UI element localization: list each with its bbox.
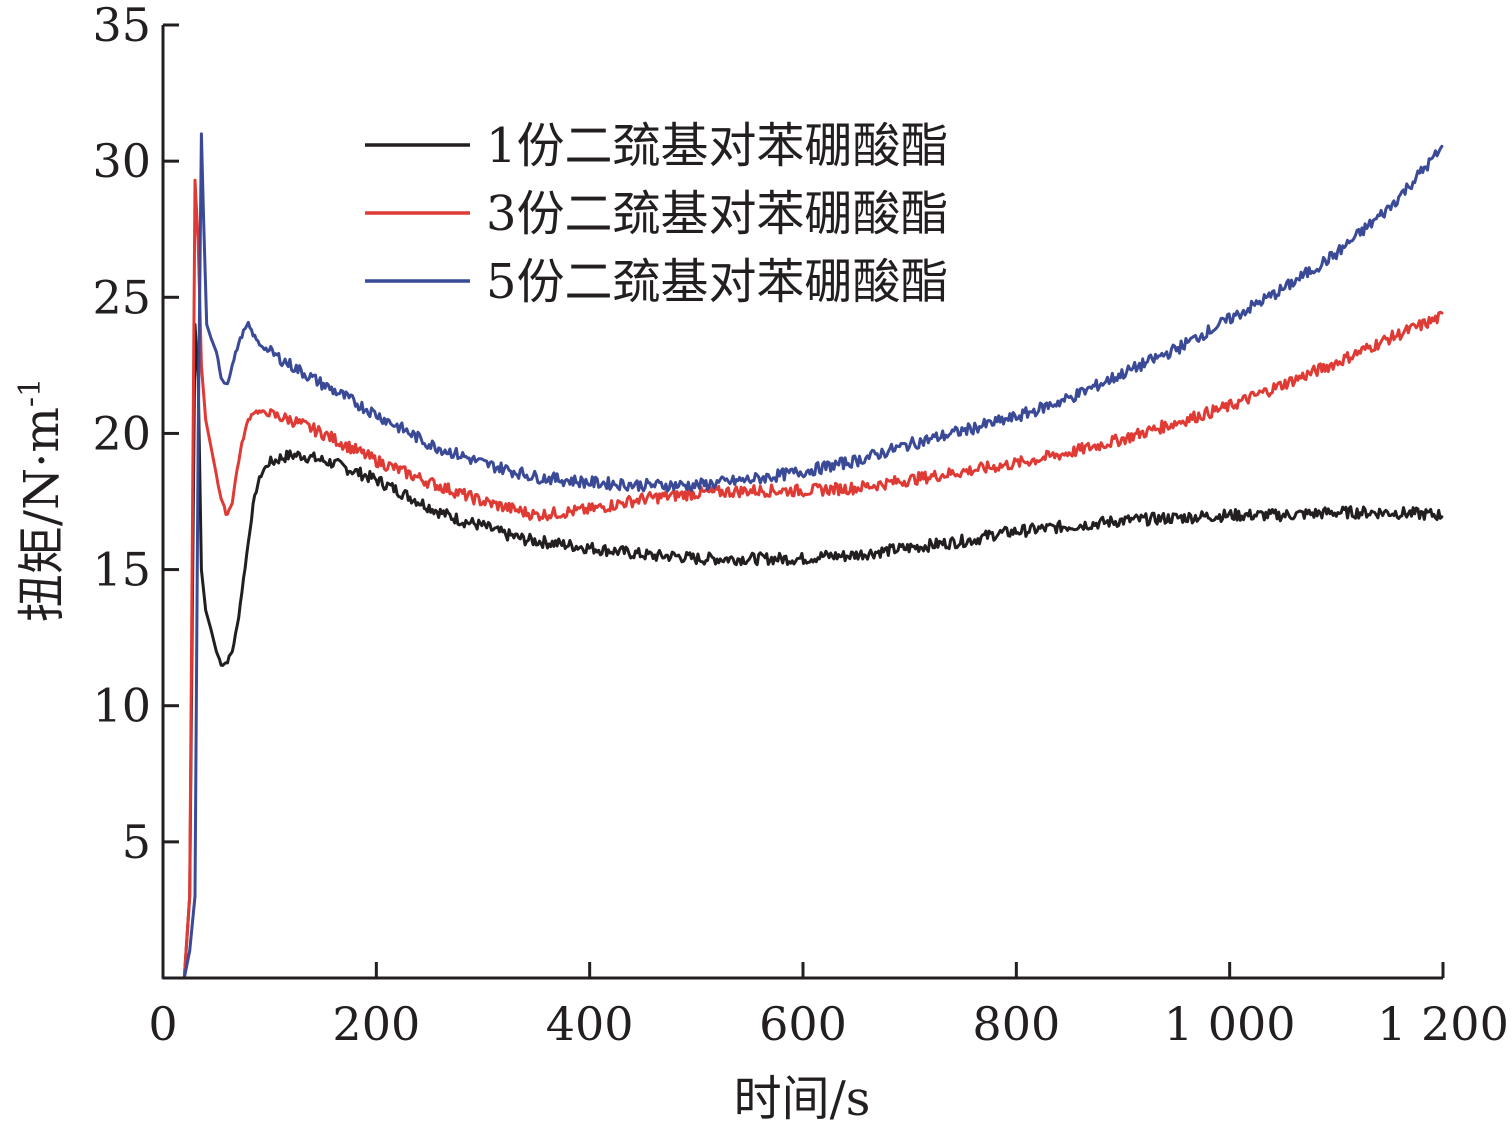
y-tick-label: 5 (122, 815, 151, 869)
svg-text:扭矩/N·m-1: 扭矩/N·m-1 (13, 378, 70, 622)
x-tick-label: 0 (148, 997, 177, 1051)
y-axis-title-superscript: -1 (13, 378, 48, 407)
y-tick-label: 20 (92, 406, 151, 460)
x-tick-label: 1 000 (1164, 997, 1296, 1051)
y-tick-label: 35 (92, 0, 151, 52)
series-line-2 (161, 178, 1444, 980)
legend-label: 1份二巯基对苯硼酸酯 (486, 118, 949, 174)
series-line-1 (161, 323, 1444, 980)
x-tick-label: 400 (546, 997, 634, 1051)
y-axis-title: 扭矩/N·m-1 (13, 378, 70, 622)
y-tick-label: 15 (92, 543, 151, 597)
series-line-3 (161, 132, 1444, 980)
y-tick-label: 10 (92, 679, 151, 733)
y-axis-title-main: 扭矩/N·m (14, 407, 70, 622)
x-tick-label: 1 200 (1377, 997, 1509, 1051)
legend-label: 5份二巯基对苯硼酸酯 (486, 254, 949, 310)
x-tick-label: 800 (972, 997, 1060, 1051)
series-layer (161, 132, 1444, 980)
legend-label: 3份二巯基对苯硼酸酯 (486, 186, 949, 242)
x-axis-title: 时间/s (734, 1071, 871, 1127)
ticks: 0 200 400 600 800 1 000 1 200 5 10 15 20 25 30 35 (92, 0, 1508, 1051)
x-tick-label: 600 (759, 997, 847, 1051)
y-tick-label: 30 (92, 134, 151, 188)
x-tick-label: 200 (332, 997, 420, 1051)
legend: 1份二巯基对苯硼酸酯 3份二巯基对苯硼酸酯 5份二巯基对苯硼酸酯 (365, 118, 949, 310)
y-tick-label: 25 (92, 270, 151, 324)
